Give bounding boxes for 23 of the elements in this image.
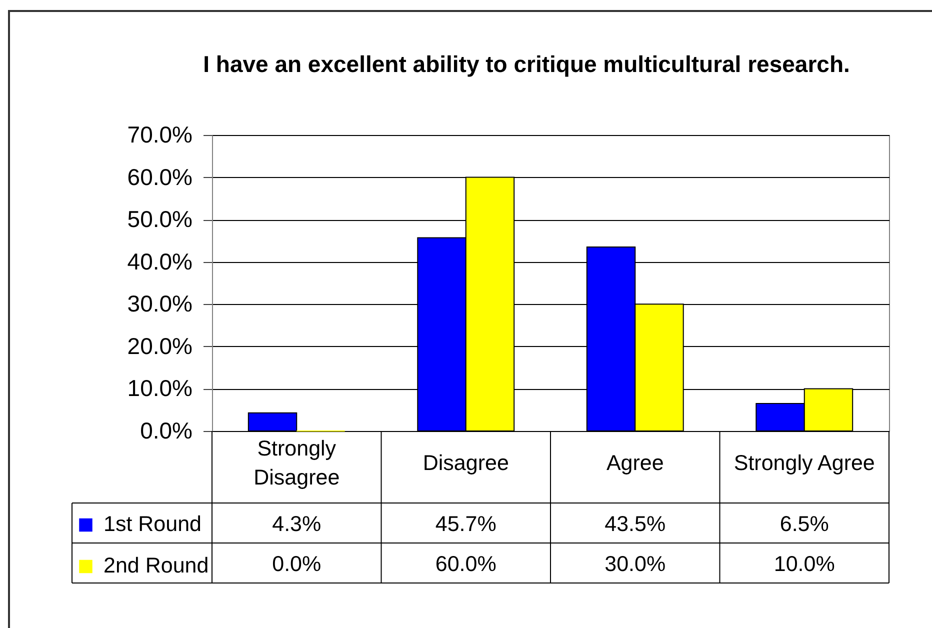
y-tick-label: 10.0% (127, 375, 192, 402)
x-tick-label: Strongly Disagree (254, 436, 340, 490)
data-label: 43.5% (604, 512, 666, 536)
data-label: 30.0% (604, 552, 666, 576)
y-tick-label: 30.0% (127, 290, 192, 317)
chart-title: I have an excellent ability to critique multicultural research. (203, 51, 850, 77)
y-tick-label: 20.0% (127, 332, 192, 359)
y-tick-label: 60.0% (127, 164, 192, 190)
data-label: 0.0% (272, 552, 322, 576)
legend-label: 1st Round (104, 512, 202, 536)
x-tick-label: Disagree (422, 451, 509, 475)
data-label: 60.0% (435, 552, 496, 576)
data-label: 45.7% (435, 512, 496, 536)
x-tick-label: Strongly Agree (734, 451, 875, 475)
y-tick-label: 70.0% (127, 122, 192, 148)
y-tick-label: 50.0% (127, 206, 192, 232)
data-label: 4.3% (272, 512, 322, 536)
y-tick-label: 40.0% (127, 248, 192, 274)
y-tick-label: 0.0% (140, 418, 192, 444)
x-tick-label: Agree (606, 451, 664, 475)
data-label: 6.5% (780, 512, 829, 536)
legend-label: 2nd Round (104, 554, 209, 578)
data-label: 10.0% (774, 552, 835, 576)
